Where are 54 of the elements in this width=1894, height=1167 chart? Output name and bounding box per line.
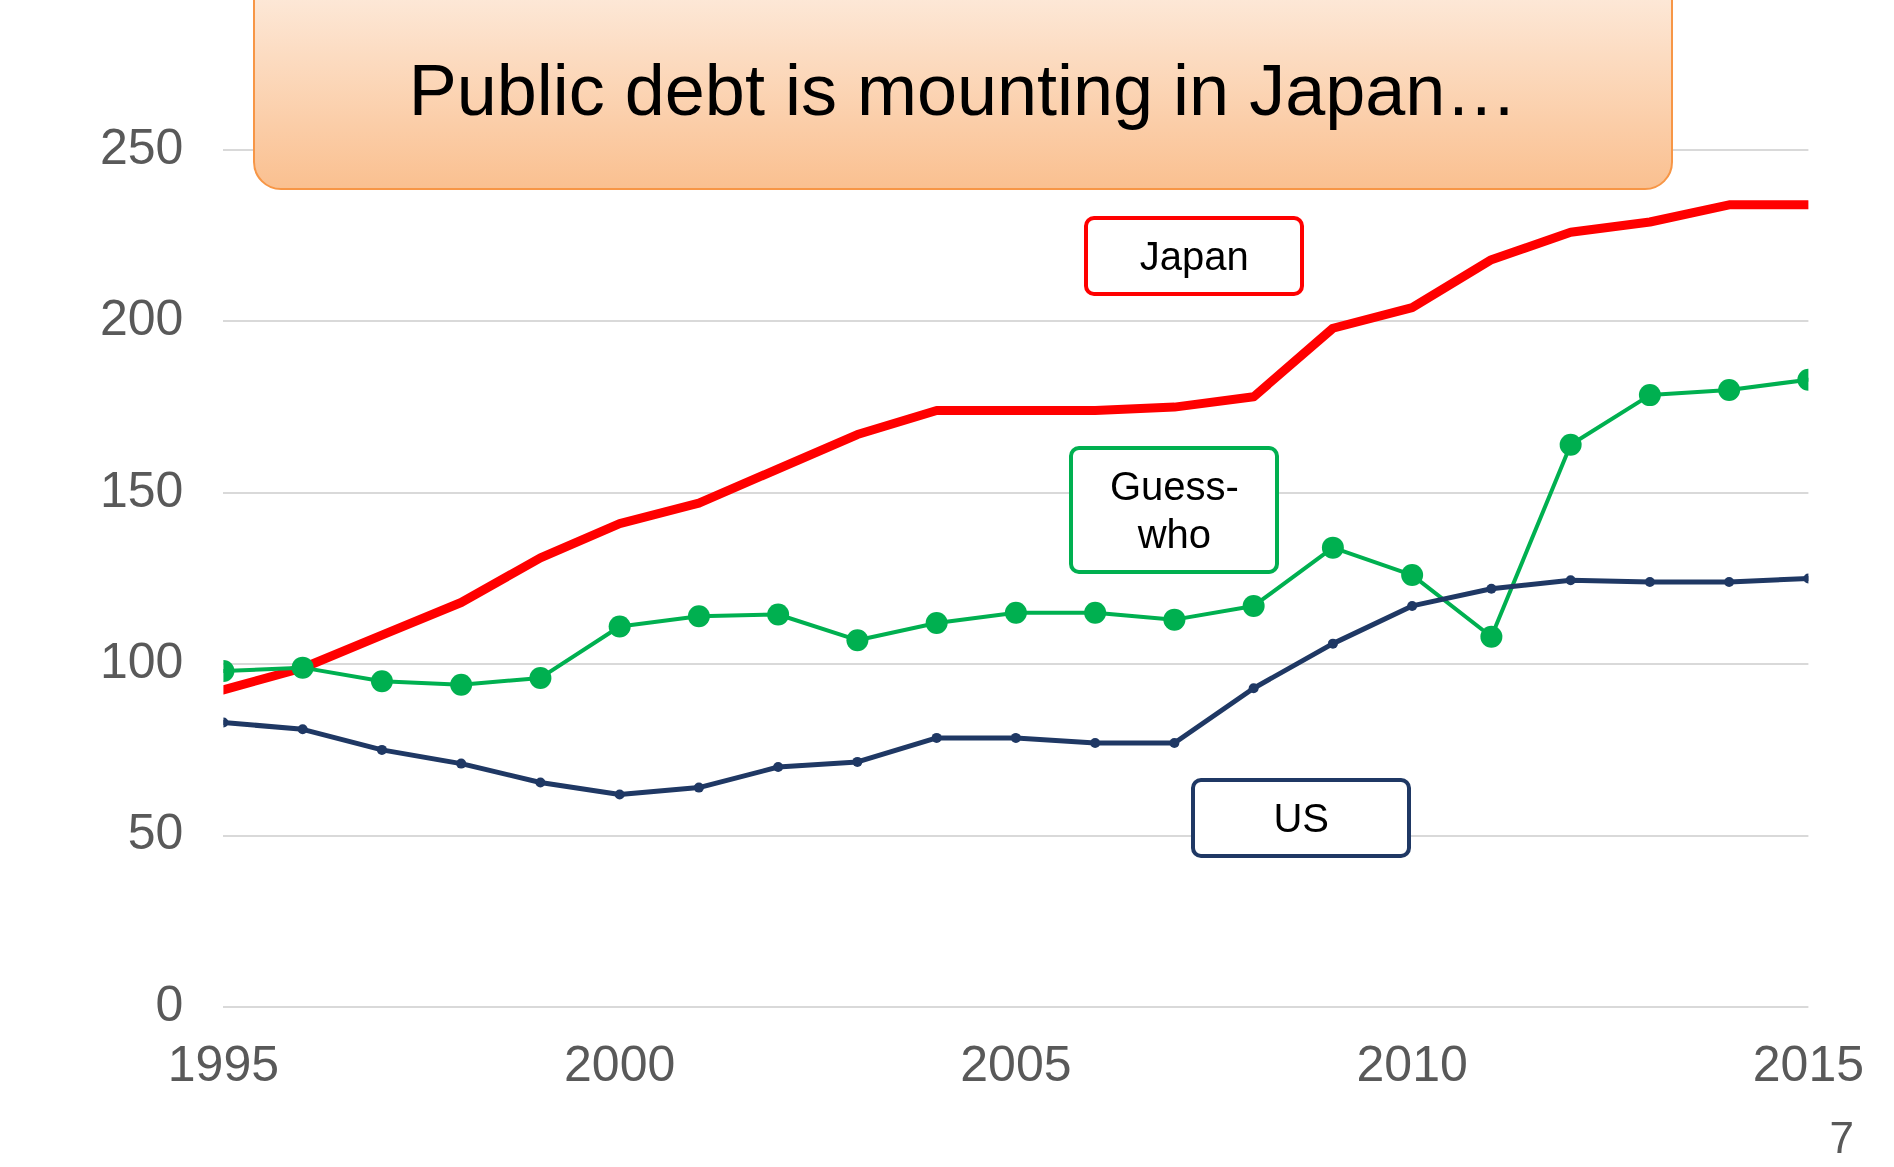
point xyxy=(1084,601,1107,624)
point xyxy=(608,615,631,638)
point xyxy=(1010,732,1021,743)
text: 7 xyxy=(1829,1113,1854,1163)
point xyxy=(1407,600,1418,611)
point xyxy=(291,656,314,679)
point xyxy=(529,666,552,689)
y-tick-label: 150 xyxy=(99,461,184,518)
point xyxy=(1486,583,1497,594)
point xyxy=(1327,638,1338,649)
point xyxy=(1401,564,1424,587)
point xyxy=(1169,738,1180,749)
point xyxy=(535,777,546,788)
point xyxy=(370,670,393,693)
point xyxy=(456,758,467,769)
point xyxy=(1638,384,1661,407)
point xyxy=(846,629,869,652)
point xyxy=(1559,433,1582,456)
title-banner: Public debt is mounting in Japan… xyxy=(253,0,1673,190)
x-tick-label: 2000 xyxy=(564,1035,676,1092)
point xyxy=(1248,683,1259,694)
y-tick-label: 100 xyxy=(99,632,184,689)
x-tick-label: 2005 xyxy=(960,1035,1072,1092)
point xyxy=(693,782,704,793)
point xyxy=(1004,601,1027,624)
point xyxy=(450,673,473,696)
y-tick-label: 0 xyxy=(155,975,184,1032)
point xyxy=(1242,594,1265,617)
point xyxy=(1090,738,1101,749)
point xyxy=(1321,536,1344,559)
name-callout: US xyxy=(1191,778,1412,859)
point xyxy=(931,732,942,743)
point xyxy=(852,756,863,767)
name-callout: Japan xyxy=(1084,216,1305,297)
y-tick-label: 250 xyxy=(99,118,184,175)
x-tick-label: 2010 xyxy=(1356,1035,1468,1092)
y-tick-label: 50 xyxy=(127,804,184,861)
y-tick-label: 200 xyxy=(99,290,184,347)
point xyxy=(1480,625,1503,648)
point xyxy=(773,762,784,773)
point xyxy=(925,612,948,635)
point xyxy=(1565,575,1576,586)
x-tick-label: 1995 xyxy=(167,1035,280,1092)
point xyxy=(687,605,710,628)
point xyxy=(614,789,625,800)
point xyxy=(1644,576,1655,587)
point xyxy=(1163,608,1186,631)
point xyxy=(297,724,308,735)
x-tick-label: 2015 xyxy=(1752,1035,1864,1092)
point xyxy=(1718,378,1741,401)
point xyxy=(1724,576,1735,587)
name-callout: Guess-who xyxy=(1069,445,1280,574)
point xyxy=(767,603,790,626)
point xyxy=(376,744,387,755)
